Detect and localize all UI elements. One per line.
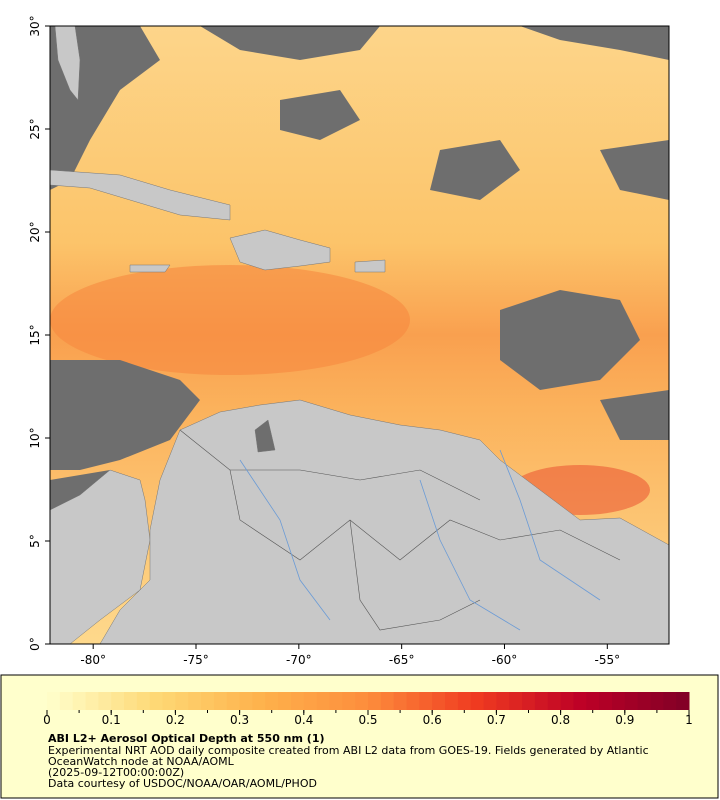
colorbar-cell — [72, 692, 87, 710]
colorbar-cell — [290, 692, 305, 710]
colorbar-cell — [534, 692, 549, 710]
colorbar-tick-label: 0.4 — [294, 713, 313, 727]
colorbar-cell — [547, 692, 562, 710]
axes: -80° -75° -70° -65° -60° -55° 0° 5° 10° 15° 20° 25°… — [28, 15, 620, 667]
colorbar-tick-label: 0.6 — [423, 713, 442, 727]
colorbar: 0 0.1 0.2 0.3 0.4 0.5 0.6 0.7 0.8 0.9 1 — [43, 692, 693, 727]
colorbar-cell — [136, 692, 151, 710]
colorbar-cell — [509, 692, 523, 710]
colorbar-tick-label: 0.7 — [487, 713, 506, 727]
caption-line: (2025-09-12T00:00:00Z) — [48, 766, 184, 779]
caption-line: OceanWatch node at NOAA/AOML — [48, 755, 235, 768]
colorbar-cell — [599, 692, 613, 710]
colorbar-tick-label: 0.9 — [615, 713, 634, 727]
y-tick-label: 25° — [28, 118, 42, 139]
colorbar-cell — [316, 692, 330, 710]
colorbar-cell — [213, 692, 228, 710]
y-tick-label: 0° — [28, 637, 42, 651]
x-tick-label: -70° — [286, 653, 312, 667]
colorbar-cell — [265, 692, 279, 710]
colorbar-tick-label: 0.5 — [358, 713, 377, 727]
colorbar-cell — [419, 692, 433, 710]
colorbar-cell — [573, 692, 587, 710]
colorbar-cell — [303, 692, 318, 710]
colorbar-cell — [522, 692, 536, 710]
colorbar-cell — [470, 692, 485, 710]
x-tick-label: -75° — [183, 653, 209, 667]
y-tick-label: 10° — [28, 427, 42, 448]
colorbar-cell — [611, 692, 626, 710]
x-tick-label: -65° — [389, 653, 415, 667]
colorbar-cell — [85, 692, 99, 710]
colorbar-tick-label: 0.2 — [166, 713, 185, 727]
colorbar-cell — [560, 692, 574, 710]
colorbar-cell — [406, 692, 420, 710]
colorbar-cell — [368, 692, 382, 710]
colorbar-cell — [483, 692, 497, 710]
colorbar-cell — [124, 692, 138, 710]
colorbar-cell — [278, 692, 292, 710]
colorbar-cell — [342, 692, 356, 710]
colorbar-cell — [637, 692, 651, 710]
colorbar-cell — [111, 692, 125, 710]
y-tick-label: 30° — [28, 15, 42, 36]
y-tick-label: 20° — [28, 221, 42, 242]
colorbar-cell — [226, 692, 241, 710]
colorbar-cell — [380, 692, 395, 710]
colorbar-cell — [457, 692, 472, 710]
colorbar-cell — [98, 692, 112, 710]
colorbar-tick-label: 0 — [43, 713, 51, 727]
colorbar-cell — [650, 692, 664, 710]
colorbar-cell — [252, 692, 266, 710]
colorbar-cell — [663, 692, 677, 710]
y-tick-label: 15° — [28, 324, 42, 345]
colorbar-cell — [162, 692, 176, 710]
colorbar-cell — [329, 692, 343, 710]
colorbar-cell — [445, 692, 459, 710]
colorbar-cell — [149, 692, 164, 710]
colorbar-cell — [239, 692, 253, 710]
colorbar-cell — [676, 692, 690, 710]
colorbar-cell — [188, 692, 202, 710]
colorbar-cell — [432, 692, 446, 710]
colorbar-cell — [393, 692, 408, 710]
caption-line: Data courtesy of USDOC/NOAA/OAR/AOML/PHO… — [48, 777, 317, 790]
colorbar-tick-label: 0.1 — [102, 713, 121, 727]
y-tick-label: 5° — [28, 534, 42, 548]
colorbar-tick-label: 1 — [685, 713, 693, 727]
colorbar-cell — [47, 692, 61, 710]
caption-line: Experimental NRT AOD daily composite cre… — [48, 744, 649, 757]
colorbar-tick-label: 0.8 — [551, 713, 570, 727]
colorbar-cell — [201, 692, 215, 710]
x-tick-label: -80° — [80, 653, 106, 667]
colorbar-cell — [59, 692, 74, 710]
colorbar-tick-label: 0.3 — [230, 713, 249, 727]
colorbar-cell — [586, 692, 600, 710]
map-image — [50, 26, 669, 644]
colorbar-cell — [496, 692, 510, 710]
x-tick-label: -55° — [595, 653, 621, 667]
colorbar-cell — [175, 692, 189, 710]
colorbar-cell — [355, 692, 369, 710]
caption-title: ABI L2+ Aerosol Optical Depth at 550 nm … — [48, 732, 325, 745]
colorbar-cell — [624, 692, 639, 710]
x-tick-label: -60° — [492, 653, 518, 667]
